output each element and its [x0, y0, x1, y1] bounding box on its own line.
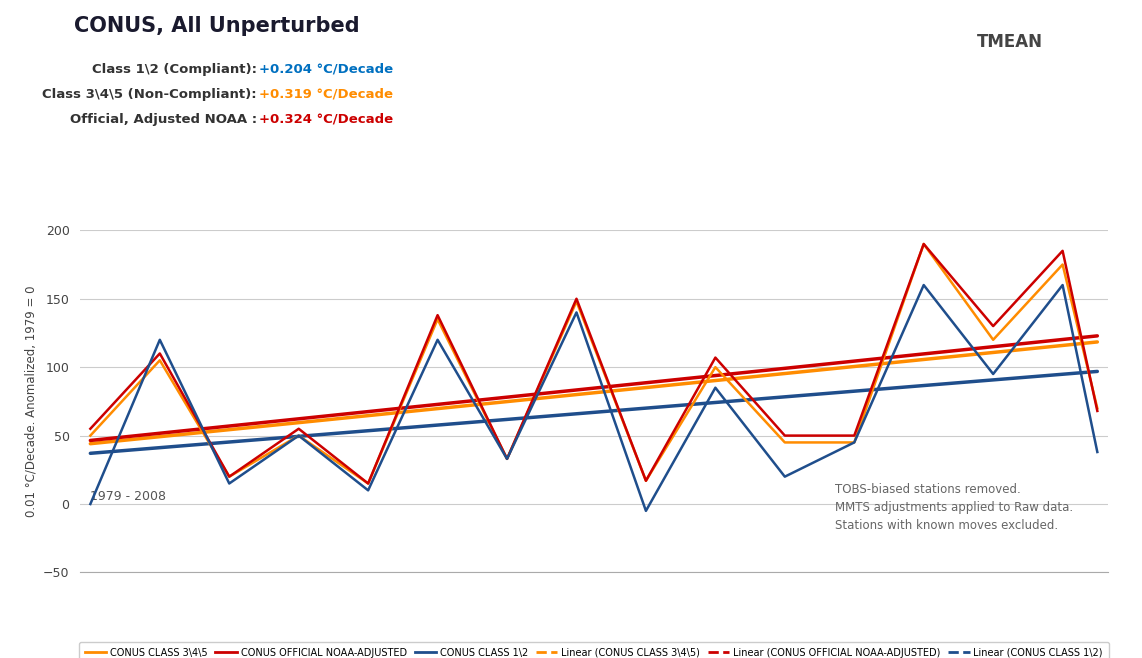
Legend: CONUS CLASS 3\4\5, CONUS OFFICIAL NOAA-ADJUSTED, CONUS CLASS 1\2, Linear (CONUS : CONUS CLASS 3\4\5, CONUS OFFICIAL NOAA-A… — [79, 642, 1109, 658]
Y-axis label: 0.01 °C/Decade. Anomalized, 1979 = 0: 0.01 °C/Decade. Anomalized, 1979 = 0 — [24, 286, 38, 517]
Text: Class 3\4\5 (Non-Compliant):: Class 3\4\5 (Non-Compliant): — [42, 88, 257, 101]
Text: 1979 - 2008: 1979 - 2008 — [90, 490, 167, 503]
Text: Class 1\2 (Compliant):: Class 1\2 (Compliant): — [93, 63, 257, 76]
Text: +0.324 °C/Decade: +0.324 °C/Decade — [259, 113, 393, 126]
Text: TMEAN: TMEAN — [976, 33, 1043, 51]
Text: +0.319 °C/Decade: +0.319 °C/Decade — [259, 88, 393, 101]
Text: CONUS, All Unperturbed: CONUS, All Unperturbed — [74, 16, 360, 36]
Text: TOBS-biased stations removed.
MMTS adjustments applied to Raw data.
Stations wit: TOBS-biased stations removed. MMTS adjus… — [836, 484, 1073, 532]
Text: +0.204 °C/Decade: +0.204 °C/Decade — [259, 63, 393, 76]
Text: Official, Adjusted NOAA :: Official, Adjusted NOAA : — [70, 113, 257, 126]
